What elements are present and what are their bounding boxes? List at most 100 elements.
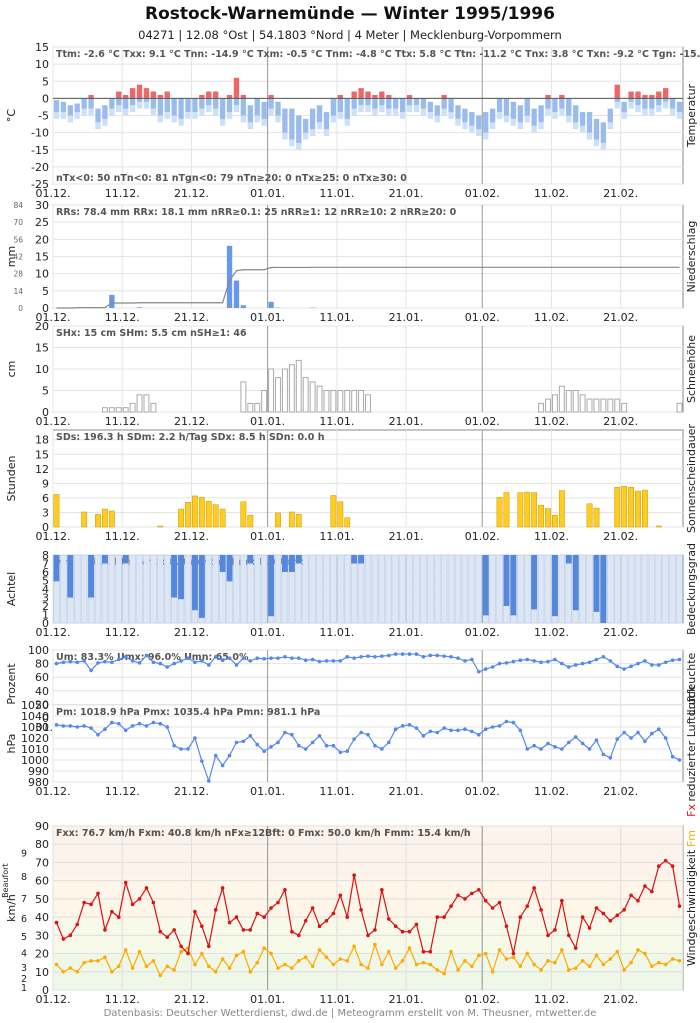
x-tick-label: 21.02.	[603, 530, 638, 543]
pressure-point	[629, 736, 633, 740]
tgn-bar	[448, 112, 454, 119]
snow-bar	[122, 407, 129, 413]
snow-bar	[136, 394, 143, 413]
temp-warm-bar	[150, 91, 157, 99]
y2-tick-label: 28	[13, 270, 23, 279]
temp-cold-bar	[566, 98, 572, 116]
tgn-bar	[247, 122, 253, 130]
tgn-bar	[129, 105, 136, 113]
wind-fm-point	[601, 962, 606, 967]
sunshine-bar	[157, 525, 164, 528]
cloud-bar	[226, 555, 233, 582]
snow-bar	[150, 402, 157, 413]
cloud-bar	[295, 555, 302, 564]
cloud-bg-bar	[496, 554, 503, 624]
page-subtitle: 04271 | 12.08 °Ost | 54.1803 °Nord | 4 M…	[138, 28, 562, 42]
wind-fm-point	[580, 959, 585, 963]
temp-cold-bar	[116, 98, 122, 106]
wind-fm-point	[283, 962, 287, 967]
wind-fm-point	[61, 969, 66, 974]
cloud-bg-bar	[323, 554, 330, 624]
wind-fx-point	[483, 898, 488, 903]
humidity-point	[151, 660, 156, 665]
cloud-bg-bar	[461, 554, 469, 624]
pressure-point	[54, 723, 59, 727]
tgn-bar	[88, 108, 94, 116]
cloud-bg-bar	[364, 554, 372, 624]
cloud-bg-bar	[350, 554, 358, 624]
snow-bar	[309, 381, 316, 413]
temp-cold-bar	[219, 98, 226, 119]
pressure-point	[442, 726, 446, 730]
precip-bar	[233, 280, 240, 308]
x-tick-label: 01.12.	[36, 530, 71, 543]
cloud-bg-bar	[662, 554, 669, 624]
y2-tick-label: 70	[13, 218, 23, 227]
temp-cold-bar	[323, 112, 330, 130]
sunshine-bar	[337, 501, 344, 528]
y-tick-label: 12	[35, 463, 49, 476]
x-tick-label: 21.02.	[603, 626, 638, 639]
cloud-bg-bar	[447, 554, 455, 624]
temp-warm-bar	[614, 84, 620, 99]
pressure-point	[324, 743, 329, 748]
wind-fx-point	[670, 864, 675, 868]
x-tick-label: 11.01.	[319, 626, 354, 639]
humidity-point	[200, 659, 204, 663]
wind-fx-point	[345, 915, 350, 919]
cloud-bg-bar	[544, 554, 552, 624]
temp-warm-bar	[663, 88, 669, 99]
beaufort-tick-label: 7	[21, 894, 27, 905]
x-tick-label: 21.12.	[174, 626, 209, 639]
humidity-point	[248, 659, 253, 663]
tgn-bar	[330, 115, 337, 123]
humidity-point	[82, 659, 86, 663]
cloud-bg-bar	[454, 554, 462, 624]
snow-bar	[572, 390, 579, 413]
snow-bar	[676, 402, 683, 413]
temp-cold-bar	[60, 101, 67, 113]
humidity-point	[518, 658, 523, 662]
temp-cold-bar	[275, 101, 281, 116]
wind-fm-point	[435, 968, 440, 972]
wind-fx-point	[144, 886, 149, 890]
wind-fx-point	[103, 928, 107, 932]
wind-fm-point	[123, 948, 128, 952]
beaufort-tick-label: 2	[21, 974, 27, 985]
humidity-point	[566, 665, 571, 669]
wind-fx-point	[213, 908, 218, 912]
y-tick-label: 5	[42, 285, 49, 298]
cloud-bar	[198, 555, 205, 618]
temp-cold-bar	[676, 101, 683, 113]
y-tick-label: 18	[35, 434, 49, 447]
x-tick-label: 11.01.	[319, 993, 354, 1006]
pressure-point	[435, 730, 440, 735]
x-tick-label: 21.12.	[174, 311, 209, 324]
temp-warm-bar	[386, 94, 392, 99]
wind-fm-point	[560, 948, 564, 952]
cloud-bg-bar	[136, 554, 143, 624]
humidity-point	[165, 665, 170, 669]
wind-fm-point	[393, 966, 398, 970]
wind-fx-point	[75, 922, 80, 927]
humidity-point	[89, 668, 93, 673]
x-tick-label: 01.02.	[465, 530, 500, 543]
sunshine-bar	[212, 504, 219, 528]
wind-fm-point	[511, 955, 516, 959]
humidity-point	[227, 656, 232, 660]
temp-cold-bar	[469, 112, 475, 126]
humidity-point	[68, 659, 73, 664]
x-tick-label: 21.02.	[603, 415, 638, 428]
humidity-point	[276, 656, 280, 660]
humidity-point	[656, 663, 661, 667]
temp-warm-bar	[635, 91, 641, 99]
cloud-bg-bar	[392, 554, 399, 624]
x-tick-label: 11.02.	[534, 415, 569, 428]
tgn-bar	[545, 108, 551, 116]
x-tick-label: 21.02.	[603, 993, 638, 1006]
y-tick-label: 50	[35, 893, 49, 906]
wind-fx-point	[82, 900, 86, 905]
humidity-point	[123, 655, 128, 659]
cloud-bg-bar	[295, 554, 302, 624]
cloud-bg-bar	[344, 554, 351, 624]
